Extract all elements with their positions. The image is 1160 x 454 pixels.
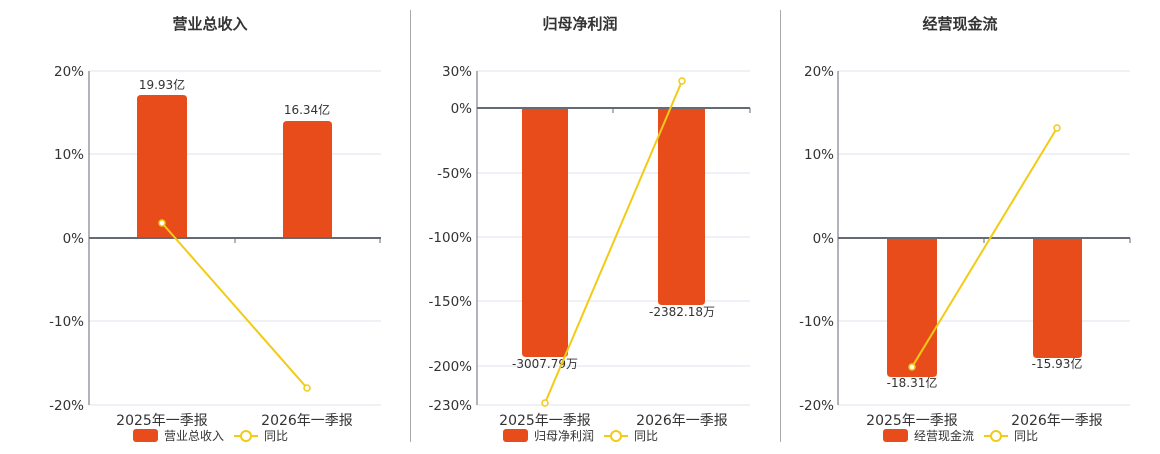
- svg-text:10%: 10%: [54, 147, 84, 163]
- bar-2026q1[interactable]: [1033, 238, 1082, 358]
- bar-value-label: -2382.18万: [649, 305, 715, 319]
- svg-text:-20%: -20%: [799, 398, 834, 414]
- x-category-label: 2025年一季报: [499, 413, 591, 429]
- svg-text:-230%: -230%: [429, 398, 473, 414]
- svg-text:-20%: -20%: [49, 398, 84, 414]
- y-tick-labels: 20% 10% 0% -10% -20%: [49, 64, 84, 414]
- svg-text:-100%: -100%: [429, 230, 473, 246]
- chart-title: 经营现金流: [922, 15, 997, 33]
- bar-value-label: 16.34亿: [284, 102, 330, 117]
- yoy-line: [161, 222, 308, 389]
- yoy-line: [911, 127, 1058, 368]
- x-category-label: 2026年一季报: [261, 413, 353, 429]
- x-category-label: 2026年一季报: [1011, 413, 1103, 429]
- legend-line-icon: [610, 430, 622, 442]
- yoy-point[interactable]: [541, 399, 549, 407]
- svg-text:0%: 0%: [63, 231, 85, 247]
- bar-value-label: -15.93亿: [1032, 356, 1083, 371]
- bar-value-label: -18.31亿: [887, 375, 938, 390]
- legend-bar-swatch: [883, 429, 908, 442]
- bar-2026q1[interactable]: [658, 108, 705, 305]
- legend-line-icon: [990, 430, 1002, 442]
- legend-bar-label: 归母净利润: [534, 429, 594, 443]
- svg-text:20%: 20%: [54, 64, 84, 80]
- revenue-chart: 营业总收入 20% 10% 0% -10% -20% 19.93亿 16.34亿: [49, 15, 381, 443]
- bar-2025q1[interactable]: [137, 95, 187, 238]
- svg-text:-50%: -50%: [437, 166, 472, 182]
- legend-line-label: 同比: [264, 429, 288, 443]
- yoy-point[interactable]: [1053, 124, 1061, 132]
- svg-text:10%: 10%: [804, 147, 834, 163]
- legend-bar-label: 营业总收入: [164, 429, 224, 443]
- legend-line-label: 同比: [1014, 429, 1038, 443]
- chart-title: 归母净利润: [542, 15, 617, 33]
- y-tick-labels: 30% 0% -50% -100% -150% -200% -230%: [429, 64, 473, 414]
- bar-value-label: 19.93亿: [139, 77, 185, 92]
- yoy-point[interactable]: [908, 363, 916, 371]
- legend-bar-swatch: [133, 429, 158, 442]
- legend[interactable]: 营业总收入 同比: [133, 429, 288, 443]
- legend-line-label: 同比: [634, 429, 658, 443]
- y-tick-labels: 20% 10% 0% -10% -20%: [799, 64, 834, 414]
- cash-flow-chart: 经营现金流 20% 10% 0% -10% -20% -18.31亿 -15.9…: [799, 15, 1131, 443]
- legend-bar-swatch: [503, 429, 528, 442]
- x-category-label: 2025年一季报: [866, 413, 958, 429]
- chart-panel-operating-cash-flow: 经营现金流 20% 10% 0% -10% -20% -18.31亿 -15.9…: [780, 0, 1160, 450]
- legend[interactable]: 归母净利润 同比: [503, 429, 658, 443]
- svg-text:-150%: -150%: [429, 294, 473, 310]
- yoy-line: [544, 80, 683, 404]
- yoy-point[interactable]: [158, 219, 166, 227]
- yoy-point[interactable]: [303, 384, 311, 392]
- bar-2025q1[interactable]: [887, 238, 937, 377]
- x-category-label: 2026年一季报: [636, 413, 728, 429]
- svg-text:20%: 20%: [804, 64, 834, 80]
- legend[interactable]: 经营现金流 同比: [883, 428, 1038, 443]
- svg-text:-200%: -200%: [429, 359, 473, 375]
- chart-title: 营业总收入: [172, 15, 247, 33]
- legend-line-icon: [240, 430, 252, 442]
- chart-panel-net-profit: 归母净利润 30% 0% -50% -100% -150% -200% -230…: [400, 0, 780, 450]
- svg-text:0%: 0%: [813, 231, 835, 247]
- svg-text:30%: 30%: [442, 64, 472, 80]
- bar-2026q1[interactable]: [283, 121, 332, 238]
- svg-text:0%: 0%: [451, 101, 473, 117]
- yoy-point[interactable]: [678, 77, 686, 85]
- bar-2025q1[interactable]: [522, 108, 568, 357]
- panel-divider: [410, 10, 411, 442]
- net-profit-chart: 归母净利润 30% 0% -50% -100% -150% -200% -230…: [429, 15, 751, 443]
- svg-text:-10%: -10%: [49, 314, 84, 330]
- chart-panel-revenue: 营业总收入 20% 10% 0% -10% -20% 19.93亿 16.34亿: [0, 0, 400, 450]
- gridlines: [477, 70, 750, 406]
- legend-bar-label: 经营现金流: [914, 428, 974, 443]
- svg-text:-10%: -10%: [799, 314, 834, 330]
- x-category-label: 2025年一季报: [116, 413, 208, 429]
- panel-divider: [780, 10, 781, 442]
- bar-value-label: -3007.79万: [512, 357, 578, 371]
